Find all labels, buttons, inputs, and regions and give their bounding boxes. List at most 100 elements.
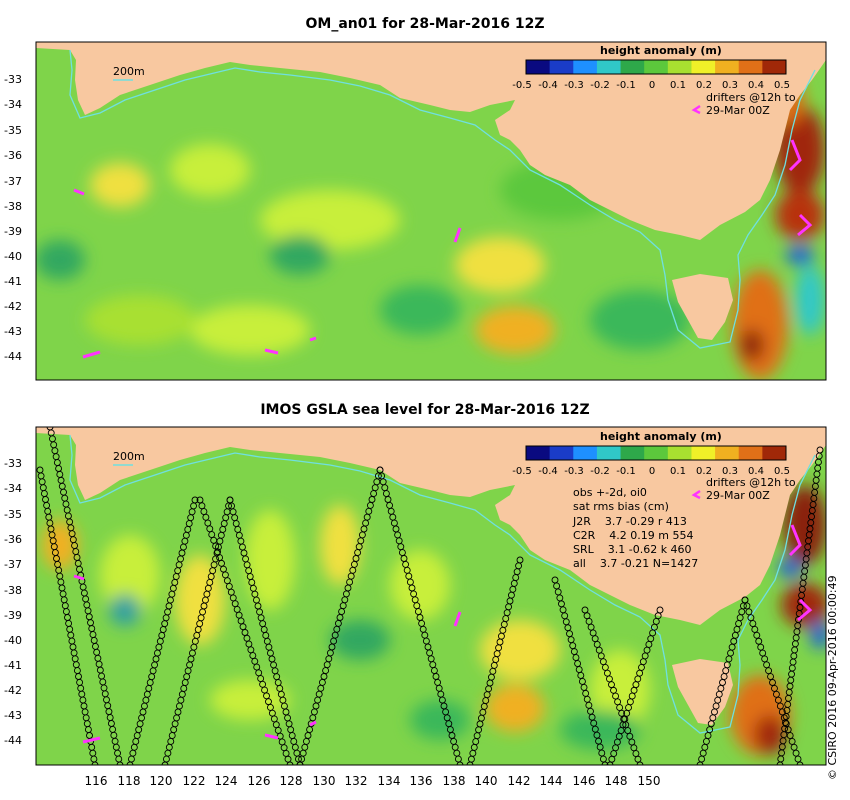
colorbar-tick-label: -0.4 <box>538 466 558 477</box>
lat-label: -37 <box>4 558 22 571</box>
colorbar-tick-label: -0.5 <box>512 80 532 91</box>
stats-line: sat rms bias (cm) <box>573 500 669 513</box>
drifters-label: drifters @12h to <box>706 476 796 489</box>
lat-label: -41 <box>4 275 22 288</box>
lat-label: -39 <box>4 225 22 238</box>
lon-label: 142 <box>508 774 531 788</box>
top-200m-contour <box>69 49 816 349</box>
colorbar-tick-label: 0.2 <box>696 80 712 91</box>
bottom-anomaly-blobs <box>42 485 826 755</box>
stats-line: all 3.7 -0.21 N=1427 <box>573 557 698 570</box>
lon-label: 150 <box>638 774 661 788</box>
bottom-tasmania-land <box>672 659 733 725</box>
satellite-tracks <box>36 427 824 765</box>
colorbar-swatch <box>667 60 692 74</box>
stats-box: obs +-2d, oi0 sat rms bias (cm) J2R 3.7 … <box>572 486 698 570</box>
bottom-panel-title: IMOS GSLA sea level for 28-Mar-2016 12Z <box>260 402 590 418</box>
colorbar-tick-label: 0.3 <box>722 80 738 91</box>
top-panel-title: OM_an01 for 28-Mar-2016 12Z <box>305 16 545 32</box>
colorbar-tick-label: 0.4 <box>748 466 764 477</box>
lat-label: -35 <box>4 124 22 137</box>
bottom-legend: height anomaly (m) -0.5 -0.4 -0.3 -0.2 -0.1 0… <box>512 430 796 502</box>
lon-label: 132 <box>345 774 368 788</box>
colorbar-tick-label: 0.2 <box>696 466 712 477</box>
lon-label: 148 <box>605 774 628 788</box>
colorbar-swatch <box>573 446 598 460</box>
lat-label: -36 <box>4 533 22 546</box>
colorbar-swatch <box>620 446 645 460</box>
lat-label: -43 <box>4 325 22 338</box>
drifters-label: drifters @12h to <box>706 91 796 104</box>
colorbar <box>525 445 787 461</box>
colorbar-swatch <box>762 60 787 74</box>
lat-label: -43 <box>4 709 22 722</box>
lat-label: -35 <box>4 508 22 521</box>
colorbar-swatch <box>644 60 669 74</box>
colorbar-tick-label: 0.4 <box>748 80 764 91</box>
bottom-contour-label: 200m <box>113 450 145 463</box>
colorbar-swatch <box>596 60 622 74</box>
colorbar-tick-label: -0.2 <box>590 80 610 91</box>
bottom-lat-axis: -33 -34 -35 -36 -37 -38 -39 -40 -41 -42 … <box>4 457 22 747</box>
colorbar-swatch <box>596 446 622 460</box>
colorbar-tick-label: 0.5 <box>774 80 790 91</box>
lat-label: -39 <box>4 609 22 622</box>
lon-label: 120 <box>150 774 173 788</box>
colorbar-swatch <box>620 60 645 74</box>
stats-line: C2R 4.2 0.19 m 554 <box>573 529 694 542</box>
colorbar-ticks: -0.5 -0.4 -0.3 -0.2 -0.1 0 0.1 0.2 0.3 0.4 0.5 <box>512 466 790 477</box>
drifters-label: 29-Mar 00Z <box>706 489 770 502</box>
colorbar-ticks: -0.5 -0.4 -0.3 -0.2 -0.1 0 0.1 0.2 0.3 0.4 0.5 <box>512 80 790 91</box>
colorbar <box>525 59 787 75</box>
bottom-200m-contour <box>69 434 816 734</box>
lat-label: -42 <box>4 300 22 313</box>
lat-label: -33 <box>4 457 22 470</box>
lon-label: 138 <box>443 774 466 788</box>
colorbar-tick-label: -0.4 <box>538 80 558 91</box>
colorbar-tick-label: 0.1 <box>670 466 686 477</box>
copyright-credit: © CSIRO 2016 09-Apr-2016 00:00:49 <box>826 575 839 780</box>
colorbar-tick-label: -0.5 <box>512 466 532 477</box>
lat-label: -44 <box>4 734 22 747</box>
colorbar-tick-label: 0 <box>649 466 655 477</box>
top-map-field <box>36 42 826 380</box>
top-australia-land <box>36 42 826 240</box>
top-lat-axis: -33 -34 -35 -36 -37 -38 -39 -40 -41 -42 … <box>4 73 22 363</box>
colorbar-swatch <box>715 446 740 460</box>
colorbar-tick-label: 0 <box>649 80 655 91</box>
lon-label: 122 <box>183 774 206 788</box>
top-anomaly-blobs <box>36 75 825 380</box>
legend-title: height anomaly (m) <box>600 44 722 57</box>
lon-label: 126 <box>248 774 271 788</box>
colorbar-swatch <box>526 60 551 74</box>
colorbar-swatch <box>644 446 669 460</box>
stats-line: SRL 3.1 -0.62 k 460 <box>573 543 692 556</box>
lat-label: -33 <box>4 73 22 86</box>
lat-label: -38 <box>4 584 22 597</box>
colorbar-swatch <box>691 446 716 460</box>
colorbar-swatch <box>573 60 598 74</box>
lon-label: 128 <box>280 774 303 788</box>
lat-label: -40 <box>4 250 22 263</box>
colorbar-swatch <box>738 446 763 460</box>
colorbar-swatch <box>549 60 574 74</box>
colorbar-tick-label: 0.3 <box>722 466 738 477</box>
lon-label: 116 <box>85 774 108 788</box>
bottom-drifter-tracks <box>73 524 813 744</box>
lat-label: -34 <box>4 482 22 495</box>
colorbar-swatch <box>715 60 740 74</box>
lon-label: 118 <box>118 774 141 788</box>
lat-label: -41 <box>4 659 22 672</box>
top-map: 200m -33 -34 -35 -36 -37 -38 -39 -40 -41… <box>4 41 827 381</box>
colorbar-swatch <box>691 60 716 74</box>
colorbar-swatch <box>738 60 763 74</box>
colorbar-tick-label: -0.3 <box>564 80 584 91</box>
bottom-lon-axis: 116 118 120 122 124 126 128 130 132 134 … <box>85 774 661 788</box>
bottom-map-field <box>36 427 826 765</box>
colorbar-tick-label: -0.3 <box>564 466 584 477</box>
colorbar-tick-label: -0.2 <box>590 466 610 477</box>
top-contour-label: 200m <box>113 65 145 78</box>
stats-line: obs +-2d, oi0 <box>573 486 647 499</box>
colorbar-swatch <box>667 446 692 460</box>
lon-label: 130 <box>313 774 336 788</box>
